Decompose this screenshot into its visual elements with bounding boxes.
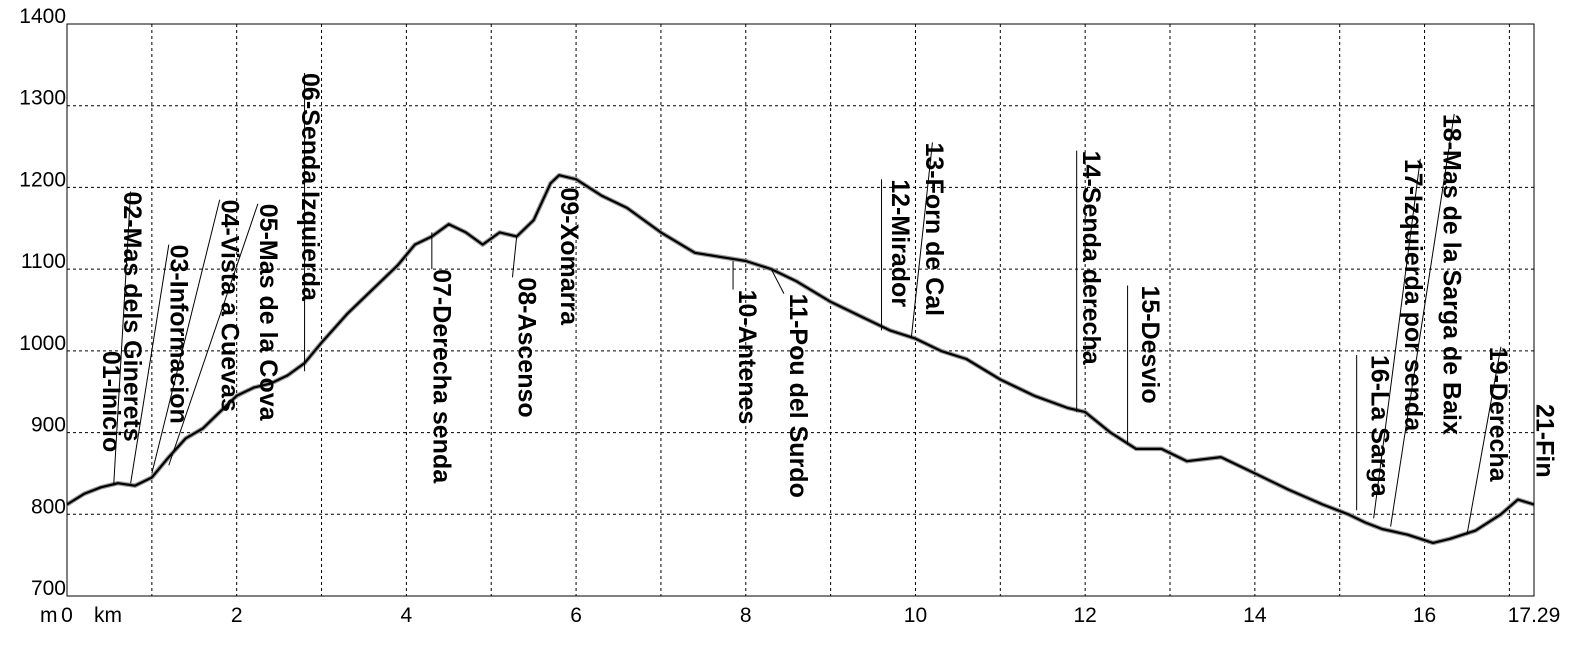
waypoint-leader [113, 191, 132, 486]
y-tick-label: 1300 [19, 87, 66, 110]
waypoint-label: 10-Antenes [733, 290, 761, 425]
waypoint-label: 06-Senda Izquierda [296, 73, 324, 302]
elevation-line [66, 174, 1535, 545]
grid-lines [67, 24, 1534, 596]
waypoint-label: 03-Informacion [165, 245, 193, 424]
x-tick-label: 8 [740, 604, 752, 627]
elevation-series [65, 172, 1535, 546]
waypoint-label: 11-Pou del Surdo [784, 294, 812, 498]
x-axis-unit-label: km [94, 604, 122, 627]
plot-frame [66, 23, 1535, 597]
y-tick-label: 800 [31, 495, 66, 518]
waypoint-label: 13-Forn de Cal [920, 142, 948, 316]
x-tick-label: 2 [231, 604, 243, 627]
waypoint-leader [1466, 346, 1502, 535]
x-tick-label: 0 [61, 604, 73, 627]
waypoint-leader [910, 142, 933, 339]
waypoint-label: 19-Derecha [1484, 347, 1512, 483]
waypoint-leader [1390, 113, 1455, 527]
y-tick-label: 1200 [19, 168, 66, 191]
waypoint-label: 21-Fin [1531, 404, 1559, 478]
x-axis-end-label: 17.29 [1508, 604, 1561, 627]
waypoint-label: 15-Desvio [1136, 285, 1164, 403]
x-tick-label: 4 [401, 604, 413, 627]
waypoint-label: 09-Xomarra [555, 187, 583, 326]
waypoint-leader [130, 244, 170, 484]
waypoint-label: 14-Senda derecha [1077, 151, 1105, 366]
waypoint-label: 08-Ascenso [513, 277, 541, 417]
waypoint-label: 07-Derecha senda [428, 269, 456, 484]
y-tick-label: 1400 [19, 5, 66, 28]
waypoint-label: 02-Mas dels Ginerets [118, 192, 146, 442]
waypoint-leader [511, 236, 518, 278]
y-tick-label: 700 [31, 577, 66, 600]
y-tick-label: 1000 [19, 332, 66, 355]
x-axis-ticks: 0 2 4 6 8 10 12 14 16 [61, 604, 1436, 627]
waypoint-leader [168, 203, 259, 466]
x-tick-label: 10 [904, 604, 927, 627]
waypoint-label: 12-Mirador [886, 179, 914, 307]
y-axis-ticks: 1400 1300 1200 1100 1000 900 800 700 [19, 5, 66, 600]
y-tick-label: 900 [31, 414, 66, 437]
y-axis-unit-label: m [40, 604, 58, 627]
waypoint-leader [151, 199, 221, 474]
x-tick-label: 12 [1073, 604, 1096, 627]
x-tick-label: 16 [1413, 604, 1436, 627]
waypoint-label: 05-Mas de la Cova [254, 204, 282, 422]
x-tick-label: 14 [1243, 604, 1267, 627]
y-tick-label: 1100 [21, 250, 66, 273]
waypoint-leader [1373, 158, 1421, 519]
waypoint-label: 17-Izquierda por senda [1399, 159, 1427, 432]
x-tick-label: 6 [570, 604, 582, 627]
waypoint-label: 04-Vista a Cuevas [216, 200, 244, 412]
waypoint-leader [770, 268, 785, 294]
waypoint-label: 18-Mas de la Sarga de Baix [1437, 114, 1465, 435]
